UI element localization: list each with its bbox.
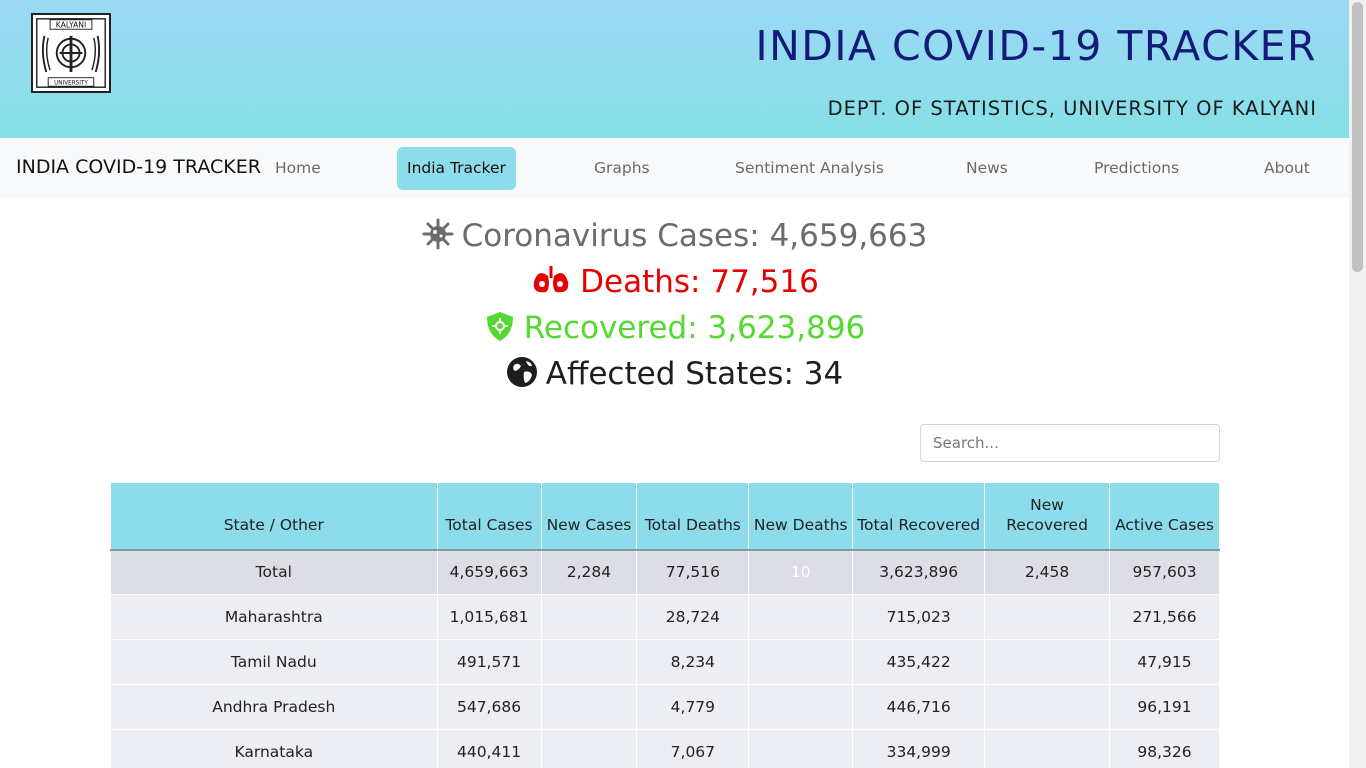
table-cell: 491,571 xyxy=(436,639,542,685)
nav-india-tracker[interactable]: India Tracker xyxy=(397,147,516,190)
states-table: State / Other Total Cases New Cases Tota… xyxy=(110,482,1220,768)
table-cell: 715,023 xyxy=(852,594,986,640)
search-input[interactable] xyxy=(920,424,1220,462)
table-cell: Maharashtra xyxy=(110,594,438,640)
site-subtitle: DEPT. OF STATISTICS, UNIVERSITY OF KALYA… xyxy=(827,97,1317,120)
table-cell: 547,686 xyxy=(436,684,542,730)
table-cell: Total xyxy=(110,549,438,595)
virus-icon xyxy=(422,218,454,258)
table-cell: 446,716 xyxy=(852,684,986,730)
table-cell xyxy=(748,684,854,730)
table-cell: 7,067 xyxy=(636,729,750,768)
table-cell: Andhra Pradesh xyxy=(110,684,438,730)
table-cell: 435,422 xyxy=(852,639,986,685)
table-cell: 3,623,896 xyxy=(852,549,986,595)
col-new-recovered[interactable]: New Recovered xyxy=(984,482,1111,551)
nav-predictions[interactable]: Predictions xyxy=(1094,159,1180,177)
table-cell: 4,659,663 xyxy=(436,549,542,595)
table-cell: 334,999 xyxy=(852,729,986,768)
nav-sentiment-analysis[interactable]: Sentiment Analysis xyxy=(735,159,884,177)
table-cell: Tamil Nadu xyxy=(110,639,438,685)
recovered-stat: Recovered: 3,623,896 xyxy=(0,310,1349,350)
table-cell: 2,458 xyxy=(984,549,1111,595)
table-cell: 4,779 xyxy=(636,684,750,730)
table-cell xyxy=(984,594,1111,640)
table-cell xyxy=(540,684,638,730)
table-cell: 440,411 xyxy=(436,729,542,768)
shield-virus-icon xyxy=(484,310,516,350)
col-total-cases[interactable]: Total Cases xyxy=(436,482,542,551)
table-cell: Karnataka xyxy=(110,729,438,768)
table-cell: 98,326 xyxy=(1109,729,1220,768)
recovered-text: Recovered: 3,623,896 xyxy=(523,310,866,346)
university-emblem-icon: KALYANI UNIVERSITY xyxy=(36,18,106,88)
col-new-deaths[interactable]: New Deaths xyxy=(748,482,854,551)
states-text: Affected States: 34 xyxy=(545,356,844,392)
table-cell: 96,191 xyxy=(1109,684,1220,730)
table-cell: 77,516 xyxy=(636,549,750,595)
table-row: Tamil Nadu 491,571 8,234 435,422 47,915 xyxy=(110,639,1220,685)
deaths-stat: Deaths: 77,516 xyxy=(0,264,1349,304)
table-cell xyxy=(748,594,854,640)
states-stat: Affected States: 34 xyxy=(0,356,1349,396)
scrollbar-thumb[interactable] xyxy=(1352,2,1363,272)
col-new-cases[interactable]: New Cases xyxy=(540,482,638,551)
table-cell xyxy=(984,684,1111,730)
nav-about[interactable]: About xyxy=(1264,159,1310,177)
table-cell xyxy=(540,729,638,768)
lungs-virus-icon xyxy=(530,264,572,304)
table-cell xyxy=(748,639,854,685)
globe-icon xyxy=(506,356,538,396)
page-scrollbar[interactable] xyxy=(1349,0,1366,768)
table-cell xyxy=(540,594,638,640)
col-active-cases[interactable]: Active Cases xyxy=(1109,482,1220,551)
table-cell: 1,015,681 xyxy=(436,594,542,640)
table-row: Maharashtra 1,015,681 28,724 715,023 271… xyxy=(110,594,1220,640)
navbar-brand[interactable]: INDIA COVID-19 TRACKER xyxy=(16,156,261,178)
header-banner: KALYANI UNIVERSITY INDIA COVID-19 TRACKE… xyxy=(0,0,1349,138)
table-cell xyxy=(984,729,1111,768)
table-cell: 2,284 xyxy=(540,549,638,595)
cases-text: Coronavirus Cases: 4,659,663 xyxy=(461,218,928,254)
navbar: INDIA COVID-19 TRACKER Home India Tracke… xyxy=(0,138,1349,198)
deaths-text: Deaths: 77,516 xyxy=(580,264,819,300)
col-total-recovered[interactable]: Total Recovered xyxy=(852,482,986,551)
nav-graphs[interactable]: Graphs xyxy=(594,159,650,177)
new-deaths-highlight-cell: 10 xyxy=(748,549,854,595)
table-cell: 957,603 xyxy=(1109,549,1220,595)
table-row: Karnataka 440,411 7,067 334,999 98,326 xyxy=(110,729,1220,768)
university-logo: KALYANI UNIVERSITY xyxy=(31,13,111,93)
site-title: INDIA COVID-19 TRACKER xyxy=(755,22,1317,70)
nav-news[interactable]: News xyxy=(966,159,1008,177)
table-cell xyxy=(748,729,854,768)
col-state[interactable]: State / Other xyxy=(110,482,438,551)
table-cell: 28,724 xyxy=(636,594,750,640)
logo-text-bottom: UNIVERSITY xyxy=(54,80,88,86)
table-row: Andhra Pradesh 547,686 4,779 446,716 96,… xyxy=(110,684,1220,730)
table-row-total: Total 4,659,663 2,284 77,516 10 3,623,89… xyxy=(110,549,1220,595)
nav-home[interactable]: Home xyxy=(275,159,321,177)
table-cell: 47,915 xyxy=(1109,639,1220,685)
table-cell xyxy=(540,639,638,685)
cases-stat: Coronavirus Cases: 4,659,663 xyxy=(0,218,1349,258)
table-header-row: State / Other Total Cases New Cases Tota… xyxy=(110,482,1220,551)
logo-text-top: KALYANI xyxy=(56,20,86,29)
table-cell: 8,234 xyxy=(636,639,750,685)
col-total-deaths[interactable]: Total Deaths xyxy=(636,482,750,551)
table-cell xyxy=(984,639,1111,685)
table-cell: 271,566 xyxy=(1109,594,1220,640)
